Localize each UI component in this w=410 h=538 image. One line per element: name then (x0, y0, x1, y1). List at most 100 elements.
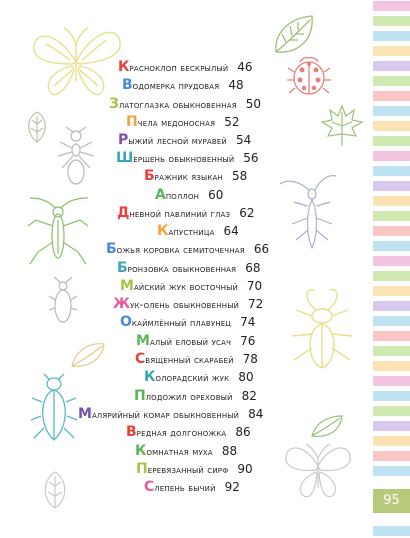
toc-entry[interactable]: Бражник языкан 58 (144, 165, 247, 185)
toc-entry-page: 68 (245, 261, 261, 275)
toc-entry-page: 46 (237, 60, 253, 74)
toc-entry-title: ук-олень обыкновенный (130, 300, 240, 311)
toc-entry[interactable]: Водомерка прудовая 48 (122, 74, 244, 94)
decorative-stripe (373, 391, 410, 401)
toc-entry-title: каймлённый плавунец (131, 318, 232, 329)
leaf-illustration-left (28, 111, 46, 143)
decorative-stripe (373, 451, 410, 461)
decorative-stripe (373, 346, 410, 356)
toc-entry-title: ыжий лесной муравей (128, 136, 227, 147)
decorative-stripe (373, 1, 410, 11)
toc-entry-title: редная долгоножка (136, 428, 227, 439)
decorative-stripe (373, 316, 410, 326)
decorative-stripe (373, 181, 410, 191)
diving-beetle-illustration (30, 373, 78, 441)
toc-entry-title: ражник языкан (154, 172, 224, 183)
toc-entry[interactable]: Окаймлённый плавунец 74 (120, 311, 255, 331)
toc-entry[interactable]: Бронзовка обыкновенная 68 (117, 257, 261, 277)
toc-entry-title: алый еловый усач (149, 337, 232, 348)
toc-entry-page: 70 (246, 279, 263, 293)
toc-entry[interactable]: Священный скарабей 78 (135, 348, 258, 368)
toc-entry-initial: А (155, 187, 166, 203)
decorative-stripe (373, 256, 410, 266)
toc-entry[interactable]: Аполлон 60 (155, 184, 223, 204)
table-of-contents: Красноклоп бескрылый 46 Водомерка прудова… (78, 56, 269, 496)
toc-entry-page: 50 (245, 97, 262, 111)
toc-entry-title: чела медоносная (137, 118, 216, 129)
toc-entry-page: 62 (239, 206, 255, 220)
toc-entry-page: 88 (221, 444, 238, 458)
toc-entry-initial: М (120, 278, 134, 294)
toc-entry[interactable]: Колорадский жук 80 (144, 366, 254, 386)
toc-entry-initial: К (118, 59, 130, 75)
toc-entry[interactable]: Перевязанный сирф 90 (136, 458, 253, 478)
toc-entry[interactable]: Комнатная муха 88 (135, 440, 237, 460)
toc-entry[interactable]: Красноклоп бескрылый 46 (118, 56, 253, 76)
toc-entry-title: невной павлиний глаз (129, 209, 231, 220)
toc-entry[interactable]: Малый еловый усач 76 (136, 330, 255, 350)
toc-entry-page: 60 (208, 188, 224, 202)
moth-illustration (285, 443, 351, 498)
beetle-illustration-small (48, 276, 78, 323)
toc-entry-page: 48 (228, 78, 244, 92)
toc-entry-initial: Ш (116, 150, 134, 166)
toc-entry-page: 82 (241, 389, 257, 403)
toc-entry-title: лодожил ореховый (145, 392, 233, 403)
decorative-stripe-column (373, 0, 410, 538)
toc-entry-initial: Б (106, 241, 117, 257)
toc-entry[interactable]: Дневной павлиний глаз 62 (117, 202, 255, 222)
longhorn-beetle-illustration (279, 175, 337, 250)
toc-entry-title: ронзовка обыкновенная (127, 264, 237, 275)
toc-entry[interactable]: Слепень бычий 92 (144, 476, 240, 496)
toc-entry[interactable]: Златоглазка обыкновенная 50 (109, 93, 261, 113)
decorative-stripe (373, 421, 410, 431)
decorative-stripe (373, 526, 410, 536)
toc-entry[interactable]: Рыжий лесной муравей 54 (118, 129, 251, 149)
toc-entry[interactable]: Жук-олень обыкновенный 72 (113, 293, 263, 313)
decorative-stripe (373, 331, 410, 341)
toc-entry-initial: П (136, 461, 148, 477)
decorative-stripe (373, 91, 410, 101)
decorative-stripe (373, 151, 410, 161)
toc-entry[interactable]: Божья коровка семиточечная 66 (106, 238, 269, 258)
decorative-stripe (373, 16, 410, 26)
toc-entry-title: лепень бычий (154, 483, 216, 494)
toc-entry-initial: С (135, 351, 146, 367)
toc-entry-title: ожья коровка семиточечная (116, 245, 245, 256)
toc-entry-title: вященный скарабей (145, 355, 234, 366)
toc-entry-page: 56 (243, 151, 259, 165)
leaf-illustration-bottom-left (44, 471, 66, 509)
decorative-stripe (373, 106, 410, 116)
toc-entry[interactable]: Пчела медоносная 52 (126, 111, 239, 131)
toc-entry[interactable]: Вредная долгоножка 86 (126, 421, 251, 441)
grasshopper-illustration (27, 197, 89, 265)
toc-entry-initial: К (144, 369, 156, 385)
decorative-stripe (373, 196, 410, 206)
toc-entry[interactable]: Майский жук восточный 70 (120, 275, 262, 295)
toc-entry-title: одомерка прудовая (132, 81, 220, 92)
toc-entry-title: латоглазка обыкновенная (118, 100, 237, 111)
decorative-stripe (373, 211, 410, 221)
toc-entry-title: расноклоп бескрылый (129, 63, 229, 74)
leaf-illustration-middle-left (71, 343, 105, 367)
toc-entry-initial: К (157, 223, 169, 239)
decorative-stripe (373, 76, 410, 86)
toc-entry[interactable]: Капустница 64 (157, 220, 239, 240)
toc-entry-initial: М (136, 333, 150, 349)
toc-entry[interactable]: Шершень обыкновенный 56 (116, 147, 259, 167)
decorative-stripe (373, 31, 410, 41)
toc-entry[interactable]: Плодожил ореховый 82 (134, 385, 257, 405)
toc-entry-initial: Ж (113, 296, 131, 312)
toc-entry-page: 54 (235, 133, 252, 147)
toc-entry-initial: П (126, 114, 138, 130)
toc-entry-page: 52 (224, 115, 240, 129)
toc-entry-initial: Б (117, 260, 128, 276)
toc-entry-title: омнатная муха (146, 447, 213, 458)
toc-entry[interactable]: Малярийный комар обыкновенный 84 (78, 403, 263, 423)
toc-entry-initial: С (144, 479, 155, 495)
toc-entry-initial: Б (144, 168, 155, 184)
toc-entry-title: еревязанный сирф (147, 465, 229, 476)
toc-entry-page: 86 (235, 425, 251, 439)
decorative-stripe (373, 376, 410, 386)
